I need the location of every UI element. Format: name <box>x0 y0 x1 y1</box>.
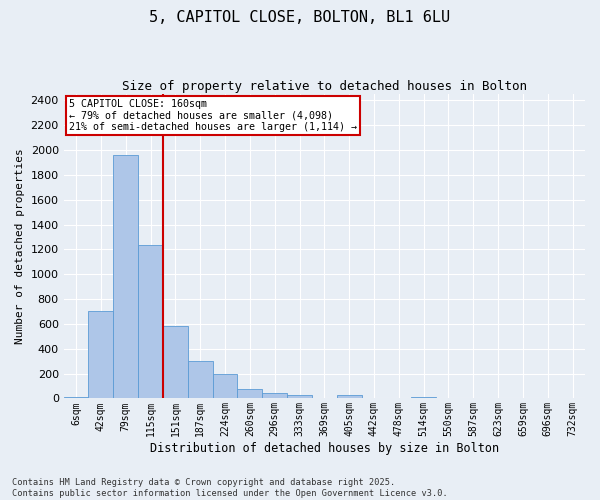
Bar <box>138 245 163 398</box>
Bar <box>163 326 188 398</box>
X-axis label: Distribution of detached houses by size in Bolton: Distribution of detached houses by size … <box>150 442 499 455</box>
Bar <box>337 395 362 398</box>
Text: 5 CAPITOL CLOSE: 160sqm
← 79% of detached houses are smaller (4,098)
21% of semi: 5 CAPITOL CLOSE: 160sqm ← 79% of detache… <box>69 98 357 132</box>
Text: Contains HM Land Registry data © Crown copyright and database right 2025.
Contai: Contains HM Land Registry data © Crown c… <box>12 478 448 498</box>
Y-axis label: Number of detached properties: Number of detached properties <box>15 148 25 344</box>
Bar <box>113 155 138 398</box>
Bar <box>411 396 436 398</box>
Bar <box>212 374 238 398</box>
Bar <box>238 389 262 398</box>
Bar <box>188 360 212 399</box>
Bar <box>64 396 88 398</box>
Title: Size of property relative to detached houses in Bolton: Size of property relative to detached ho… <box>122 80 527 93</box>
Bar <box>287 395 312 398</box>
Bar <box>262 394 287 398</box>
Bar <box>88 312 113 398</box>
Text: 5, CAPITOL CLOSE, BOLTON, BL1 6LU: 5, CAPITOL CLOSE, BOLTON, BL1 6LU <box>149 10 451 25</box>
